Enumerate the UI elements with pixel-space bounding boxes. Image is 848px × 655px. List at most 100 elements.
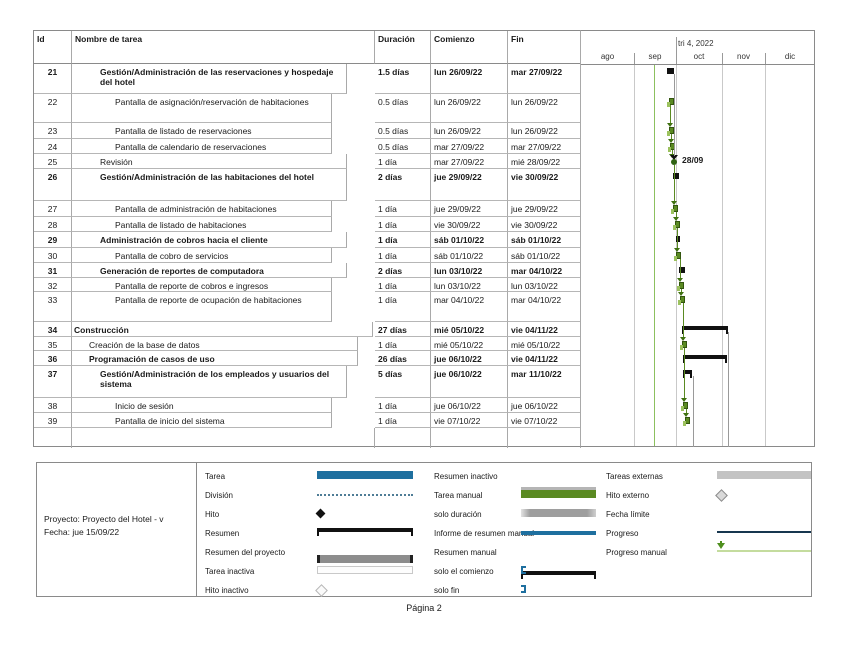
summary-bracket-bar — [683, 355, 727, 363]
legend-label: solo el comienzo — [434, 567, 494, 576]
timeline-month-label: ago — [600, 52, 615, 61]
summary-bar — [673, 173, 679, 179]
timeline-month-label: sep — [648, 52, 662, 61]
table-row: 22 Pantalla de asignación/reservación de … — [34, 94, 581, 123]
task-link-arrow — [671, 201, 677, 205]
task-link-line — [670, 105, 671, 123]
cell-duration: 1 día — [375, 248, 431, 263]
cell-name: Inicio de sesión — [72, 398, 332, 413]
legend-label: Progreso — [606, 529, 639, 538]
cell-id: 30 — [34, 248, 72, 263]
cell-start: lun 26/09/22 — [431, 94, 508, 123]
summary-bar — [667, 68, 674, 74]
table-row: 39 Pantalla de inicio del sistema 1 día vie… — [34, 413, 581, 428]
cell-id: 24 — [34, 139, 72, 154]
legend-items: Tarea División Hito Resumen Resumen del proy… — [37, 463, 811, 597]
cell-start: lun 03/10/22 — [431, 278, 508, 292]
finish-only-swatch — [521, 585, 526, 593]
cell-name: Construcción — [72, 322, 373, 337]
table-row: 38 Inicio de sesión 1 día jue 06/10/22 jue 0… — [34, 398, 581, 413]
timeline-tick — [765, 53, 766, 64]
bar-inactive-swatch — [317, 566, 413, 574]
task-link-line — [681, 289, 682, 292]
legend-label: Resumen manual — [434, 548, 497, 557]
table-row: 23 Pantalla de listado de reservaciones 0.… — [34, 123, 581, 139]
legend-label: solo fin — [434, 586, 460, 595]
task-link-arrow — [668, 139, 674, 143]
cell-start: jue 06/10/22 — [431, 366, 508, 398]
cell-start: vie 07/10/22 — [431, 413, 508, 428]
line-dark-swatch — [717, 531, 811, 533]
task-bar — [683, 417, 690, 426]
cell-id: 29 — [34, 232, 72, 248]
table-row: 28 Pantalla de listado de habitaciones 1 d… — [34, 217, 581, 232]
cell-start: mar 27/09/22 — [431, 139, 508, 154]
cell-end: lun 26/09/22 — [508, 94, 581, 123]
cell-name: Revisión — [72, 154, 347, 169]
line-blue-swatch — [521, 531, 596, 535]
timeline-underline — [581, 64, 814, 65]
cell-start: sáb 01/10/22 — [431, 248, 508, 263]
cell-id: 34 — [34, 322, 72, 337]
page-number-label: Página 2 — [406, 603, 442, 613]
diamond-ext-swatch — [715, 489, 728, 502]
summary-bracket-bar — [682, 326, 728, 334]
cell-start: jue 29/09/22 — [431, 201, 508, 217]
column-header-duration: Duración — [375, 31, 431, 64]
summary-bar — [679, 267, 685, 273]
legend-box: Proyecto: Proyecto del Hotel - v Fecha: … — [36, 462, 812, 597]
line-lightgreen-swatch — [717, 550, 811, 552]
task-bar — [671, 205, 678, 214]
task-link-arrow — [674, 248, 680, 252]
task-bar — [673, 221, 680, 230]
cell-start: jue 29/09/22 — [431, 169, 508, 201]
task-link-line — [676, 212, 677, 217]
cell-id: 27 — [34, 201, 72, 217]
table-row: 24 Pantalla de calendario de reservacione… — [34, 139, 581, 154]
cell-empty — [34, 428, 72, 448]
bar-extgray-swatch — [717, 471, 811, 479]
task-link-arrow — [681, 398, 687, 402]
cell-name: Pantalla de inicio del sistema — [72, 413, 332, 428]
cell-end: vie 30/09/22 — [508, 169, 581, 201]
diamond-inactive-swatch — [315, 584, 328, 597]
project-date-label: Fecha: jue 15/09/22 — [44, 527, 120, 537]
cell-name: Gestión/Administración de las reservacio… — [72, 64, 347, 94]
month-gridline — [722, 65, 723, 446]
link-drop-line — [728, 332, 729, 447]
bracket-black-swatch — [317, 528, 413, 536]
legend-label: Resumen — [205, 529, 240, 538]
cell-duration: 1 día — [375, 217, 431, 232]
legend-label: solo duración — [434, 510, 482, 519]
legend-label: Hito externo — [606, 491, 650, 500]
task-bar — [677, 282, 684, 291]
cell-end: mié 28/09/22 — [508, 154, 581, 169]
table-row: 33 Pantalla de reporte de ocupación de ha… — [34, 292, 581, 322]
cell-duration: 2 días — [375, 263, 431, 278]
task-link-line — [686, 409, 687, 413]
milestone-arrow-icon — [670, 155, 678, 160]
cell-start: lun 03/10/22 — [431, 263, 508, 278]
timeline-month-label: oct — [693, 52, 705, 61]
timeline-month-label: nov — [737, 52, 750, 61]
cell-name: Programación de casos de uso — [72, 351, 358, 366]
bar-green-swatch — [521, 490, 596, 498]
cell-name: Creación de la base de datos — [72, 337, 358, 351]
timeline-month-label: dic — [784, 52, 796, 61]
legend-label: División — [205, 491, 234, 500]
cell-duration: 1 día — [375, 154, 431, 169]
column-header-end: Fin — [508, 31, 581, 64]
task-link-line — [677, 228, 678, 248]
project-info-panel: Proyecto: Proyecto del Hotel - v Fecha: … — [37, 463, 197, 596]
cell-name: Pantalla de reporte de ocupación de habi… — [72, 292, 332, 322]
cell-duration: 1 día — [375, 278, 431, 292]
cell-end: sáb 01/10/22 — [508, 232, 581, 248]
cell-id: 26 — [34, 169, 72, 201]
legend-label: Tareas externas — [606, 472, 663, 481]
project-summary-swatch — [317, 555, 413, 563]
task-bar — [680, 341, 687, 350]
task-bar — [674, 252, 681, 261]
cell-empty — [431, 428, 508, 448]
table-row: 25 Revisión 1 día mar 27/09/22 mié 28/09/22 — [34, 154, 581, 169]
